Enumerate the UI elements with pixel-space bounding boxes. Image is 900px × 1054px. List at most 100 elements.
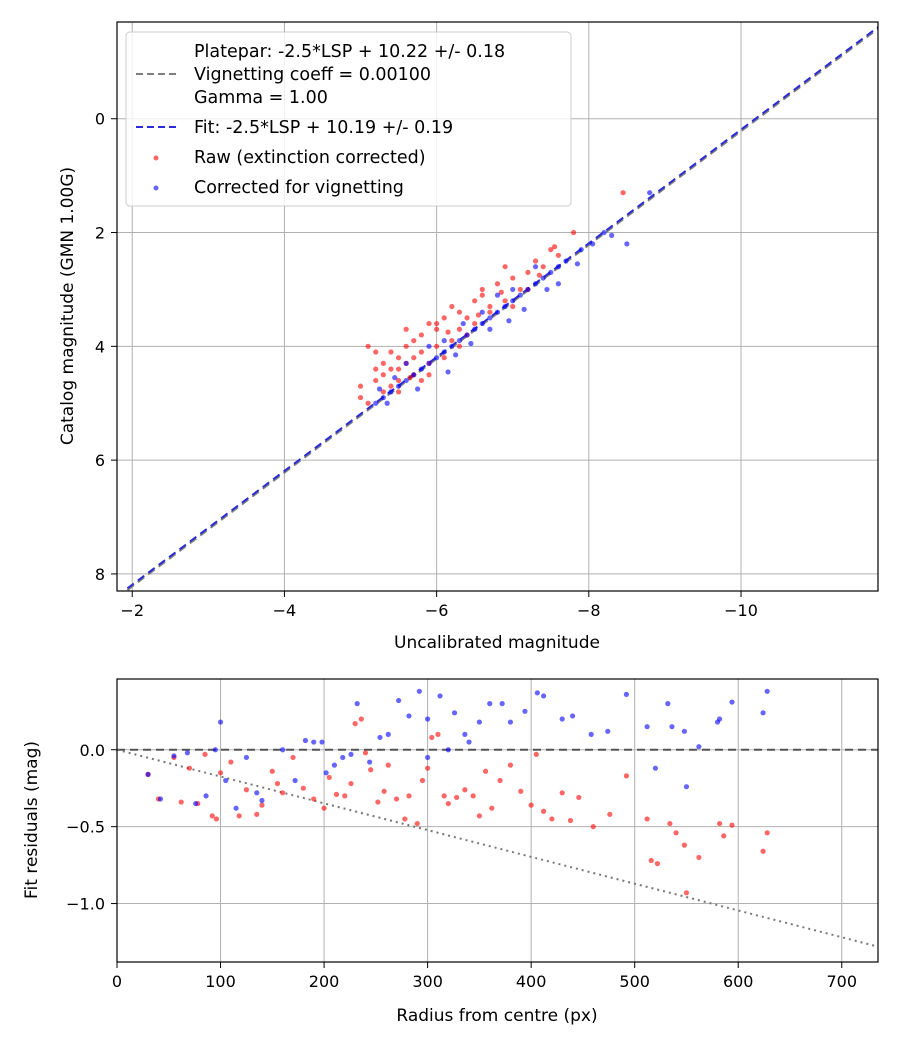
top-corrected-point	[574, 261, 581, 267]
top-ticks: −2 −4 −6 −8 −10 0 2 4 6 8	[95, 110, 758, 620]
bot-corrected-point	[681, 728, 687, 734]
bot-corrected-point	[466, 739, 472, 745]
top-raw-point	[475, 312, 482, 318]
top-raw-point	[487, 309, 493, 315]
bot-corrected-point	[354, 701, 360, 707]
bot-corrected-point	[605, 728, 611, 734]
bot-corrected-point	[331, 762, 338, 768]
bot-raw-point	[402, 816, 408, 822]
top-raw-point	[441, 315, 447, 321]
bot-corrected-point	[171, 753, 177, 759]
bot-corrected-point	[644, 724, 650, 730]
top-raw-point	[434, 343, 440, 349]
top-corrected-point	[392, 375, 398, 381]
bot-corrected-point	[669, 724, 675, 730]
bot-raw-point	[213, 816, 219, 822]
top-raw-point	[510, 275, 516, 281]
top-x-tick-label: −6	[425, 601, 449, 620]
bot-raw-point	[654, 860, 661, 867]
bot-raw-point	[559, 790, 565, 796]
bot-x-tick-label: 600	[723, 972, 754, 991]
top-raw-point	[479, 286, 485, 293]
bot-raw-point	[236, 813, 242, 819]
top-raw-point	[456, 343, 463, 349]
top-raw-point	[479, 292, 485, 298]
bot-raw-point	[696, 854, 702, 861]
top-corrected-point	[521, 306, 527, 312]
top-raw-point	[380, 360, 386, 366]
bot-raw-point	[280, 790, 286, 796]
bot-raw-point	[300, 785, 306, 791]
bot-corrected-point	[760, 710, 766, 716]
bot-corrected-point	[425, 754, 431, 761]
top-raw-point	[434, 320, 440, 327]
bot-raw-point	[716, 820, 723, 827]
top-raw-point	[449, 303, 455, 310]
bot-raw-point	[667, 820, 673, 827]
top-corrected-point	[472, 326, 478, 332]
top-raw-point	[494, 281, 501, 287]
bot-raw-point	[489, 805, 495, 811]
top-x-tick-label: −2	[120, 601, 144, 620]
top-corrected-point	[460, 320, 466, 327]
bot-raw-point	[358, 716, 364, 722]
bot-corrected-point	[522, 708, 528, 714]
top-raw-point	[373, 349, 379, 355]
top-corrected-point	[609, 232, 615, 238]
bot-corrected-point	[145, 771, 151, 777]
bot-corrected-point	[212, 747, 218, 753]
top-corrected-point	[525, 286, 531, 293]
top-corrected-point	[590, 241, 596, 247]
bot-corrected-point	[729, 699, 735, 705]
top-raw-point	[464, 315, 470, 321]
bot-corrected-point	[487, 701, 493, 707]
bot-raw-point	[342, 793, 348, 799]
top-raw-point	[418, 349, 424, 355]
bot-corrected-point	[559, 716, 565, 722]
bot-raw-point	[362, 750, 369, 756]
top-corrected-point	[494, 309, 501, 315]
legend-platepar-line-1: Platepar: -2.5*LSP + 10.22 +/- 0.18	[194, 42, 505, 62]
top-raw-point	[456, 326, 463, 332]
top-raw-point	[395, 355, 402, 361]
bot-corrected-point	[623, 691, 630, 697]
top-corrected-point	[453, 352, 459, 358]
top-raw-point	[388, 366, 394, 372]
top-corrected-point	[540, 275, 546, 281]
bot-corrected-point	[311, 739, 317, 745]
bot-corrected-point	[184, 750, 191, 756]
legend-corrected-marker	[153, 185, 159, 191]
top-corrected-point	[479, 309, 485, 315]
bot-raw-point	[186, 765, 193, 771]
top-corrected-point	[426, 343, 432, 349]
top-raw-point	[517, 286, 523, 293]
bot-raw-point	[274, 780, 281, 787]
top-raw-point	[456, 309, 463, 315]
bot-raw-point	[243, 787, 250, 793]
bot-corrected-point	[396, 697, 402, 704]
top-corrected-point	[548, 269, 554, 275]
bot-raw-point	[462, 787, 468, 793]
bot-x-tick-label: 200	[309, 972, 340, 991]
bot-raw-point	[435, 731, 441, 737]
top-corrected-point	[502, 303, 508, 310]
top-corrected-point	[388, 389, 394, 395]
top-raw-point	[380, 389, 386, 395]
top-raw-point	[449, 338, 455, 344]
bot-raw-point	[497, 777, 503, 784]
bot-raw-point	[576, 794, 582, 801]
top-corrected-point	[384, 400, 390, 406]
legend-corrected-label: Corrected for vignetting	[194, 178, 404, 198]
top-scatter-points	[357, 190, 653, 406]
bot-x-tick-label: 0	[112, 972, 122, 991]
bot-corrected-point	[665, 701, 671, 707]
bot-vignetting-line	[117, 748, 878, 948]
bot-corrected-point	[716, 716, 723, 722]
top-corrected-point	[510, 298, 516, 304]
top-raw-point	[487, 303, 493, 310]
top-corrected-point	[414, 386, 421, 392]
bot-raw-point	[567, 817, 574, 824]
top-corrected-point	[544, 286, 550, 293]
top-raw-point	[426, 372, 432, 378]
